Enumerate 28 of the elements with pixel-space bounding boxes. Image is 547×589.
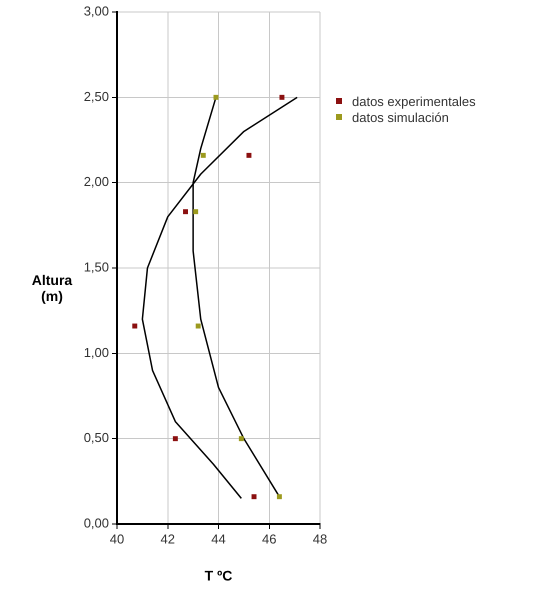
- y-tick-label: 1,00: [84, 344, 109, 360]
- x-tick-label: 46: [262, 531, 276, 546]
- point: [213, 94, 218, 100]
- point: [238, 436, 244, 442]
- x-tick-label: 48: [312, 531, 328, 546]
- y-tick-label: 2,50: [84, 88, 109, 104]
- legend-label: datos simulación: [352, 110, 449, 124]
- y-tick-label: 2,00: [84, 174, 109, 190]
- x-tick-label: 44: [211, 531, 226, 546]
- y-tick-label: 0,00: [84, 516, 109, 531]
- x-tick-label: 42: [160, 531, 175, 546]
- point: [246, 152, 252, 158]
- point: [172, 436, 178, 442]
- point: [200, 152, 206, 158]
- legend-label: datos experimentales: [352, 94, 476, 108]
- y-tick-label: 0,50: [84, 430, 109, 446]
- y-tick-label: 3,00: [84, 4, 109, 19]
- point: [279, 94, 284, 100]
- point: [276, 494, 282, 500]
- point: [196, 324, 201, 328]
- point: [132, 324, 138, 328]
- y-tick-label: 1,50: [84, 260, 109, 275]
- point: [193, 209, 198, 214]
- y-axis-title: Altura (m): [30, 272, 74, 304]
- x-axis-title: T ºC: [204, 567, 232, 584]
- x-tick-label: 40: [110, 531, 124, 546]
- point: [252, 494, 256, 500]
- point: [183, 209, 188, 214]
